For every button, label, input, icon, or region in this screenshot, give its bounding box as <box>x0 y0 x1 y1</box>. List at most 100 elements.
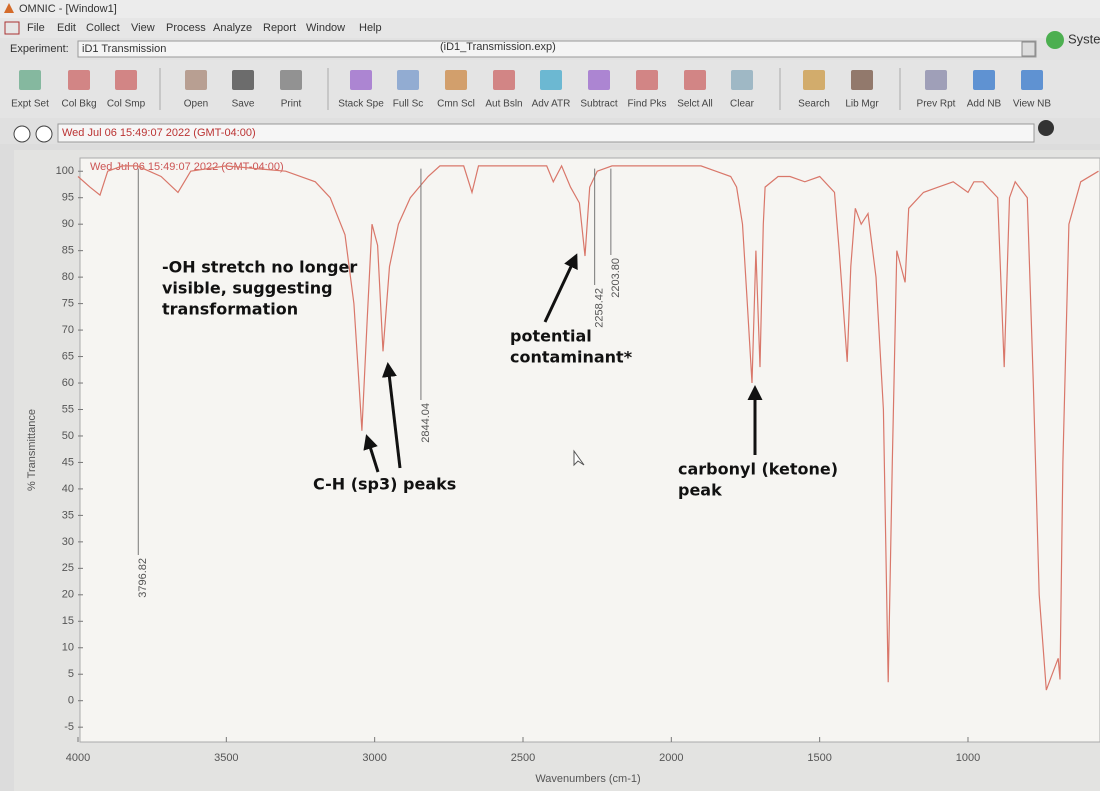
toolbar-icon[interactable] <box>851 70 873 90</box>
toolbar-label[interactable]: Col Smp <box>107 99 146 110</box>
menu-bar <box>0 18 1100 38</box>
toolbar-label[interactable]: Cmn Scl <box>437 99 475 110</box>
toolbar-label[interactable]: Print <box>281 99 302 110</box>
toolbar-icon[interactable] <box>731 70 753 90</box>
toolbar-icon[interactable] <box>973 70 995 90</box>
expand-button[interactable] <box>1038 120 1054 136</box>
x-tick-label: 4000 <box>66 752 90 764</box>
spectrum-line <box>77 164 1099 691</box>
toolbar-label[interactable]: Expt Set <box>11 99 49 110</box>
system-icon[interactable] <box>1046 31 1064 49</box>
experiment-value: iD1 Transmission <box>82 43 166 55</box>
y-tick-label: 65 <box>62 350 74 362</box>
annotation: -OH stretch no longer <box>162 258 357 277</box>
menu-item[interactable]: Edit <box>57 22 76 34</box>
toolbar-icon[interactable] <box>397 70 419 90</box>
menu-item[interactable]: Report <box>263 22 296 34</box>
toolbar-label[interactable]: Add NB <box>967 99 1002 110</box>
y-tick-label: 40 <box>62 483 74 495</box>
toolbar-label[interactable]: Stack Spe <box>338 99 384 110</box>
x-tick-label: 2000 <box>659 752 683 764</box>
toolbar-label[interactable]: Find Pks <box>628 99 667 110</box>
y-tick-label: 90 <box>62 218 74 230</box>
toolbar-label[interactable]: Search <box>798 99 830 110</box>
system-label: Syste <box>1068 31 1100 46</box>
annotation: potential <box>510 327 592 346</box>
annotation-arrow <box>363 434 380 473</box>
menu-item[interactable]: File <box>27 22 45 34</box>
toolbar-icon[interactable] <box>232 70 254 90</box>
toolbar-icon[interactable] <box>1021 70 1043 90</box>
y-tick-label: 75 <box>62 298 74 310</box>
annotation-arrow <box>381 362 402 469</box>
title-bar <box>0 0 1100 18</box>
y-tick-label: 30 <box>62 536 74 548</box>
y-tick-label: 20 <box>62 589 74 601</box>
mouse-cursor <box>573 449 585 467</box>
y-tick-label: 50 <box>62 430 74 442</box>
toolbar-label[interactable]: Selct All <box>677 99 713 110</box>
x-tick-label: 3500 <box>214 752 238 764</box>
x-tick-label: 3000 <box>362 752 386 764</box>
toolbar-label[interactable]: Prev Rpt <box>917 99 956 110</box>
y-tick-label: 10 <box>62 642 74 654</box>
toolbar-label[interactable]: Aut Bsln <box>485 99 522 110</box>
toolbar-icon[interactable] <box>185 70 207 90</box>
toolbar-icon[interactable] <box>540 70 562 90</box>
peak-label: 3796.82 <box>137 558 149 598</box>
menu-item[interactable]: Analyze <box>213 22 252 34</box>
info-field <box>57 123 1035 143</box>
y-tick-label: 60 <box>62 377 74 389</box>
toolbar-icon[interactable] <box>115 70 137 90</box>
menu-item[interactable]: Window <box>306 22 345 34</box>
experiment-file: (iD1_Transmission.exp) <box>440 41 556 53</box>
experiment-select[interactable] <box>77 40 1037 58</box>
y-tick-label: 55 <box>62 403 74 415</box>
annotation: peak <box>678 481 722 500</box>
y-tick-label: 95 <box>62 192 74 204</box>
toolbar-icon[interactable] <box>636 70 658 90</box>
toolbar-icon[interactable] <box>19 70 41 90</box>
toolbar-icon[interactable] <box>280 70 302 90</box>
toolbar-label[interactable]: Col Bkg <box>61 99 96 110</box>
peak-label: 2203.80 <box>610 258 622 298</box>
toolbar-icon[interactable] <box>684 70 706 90</box>
toolbar-icon[interactable] <box>803 70 825 90</box>
y-tick-label: 0 <box>68 695 74 707</box>
toolbar-icon[interactable] <box>445 70 467 90</box>
y-tick-label: 15 <box>62 615 74 627</box>
toolbar-label[interactable]: Lib Mgr <box>845 99 879 110</box>
annotation: visible, suggesting <box>162 279 333 298</box>
toolbar-label[interactable]: Full Sc <box>393 99 424 110</box>
x-tick-label: 1000 <box>956 752 980 764</box>
y-tick-label: 80 <box>62 271 74 283</box>
menu-item[interactable]: Process <box>166 22 206 34</box>
menu-item[interactable]: Help <box>359 22 382 34</box>
annotation: C-H (sp3) peaks <box>313 475 456 494</box>
menu-item[interactable]: Collect <box>86 22 120 34</box>
toolbar-label[interactable]: Open <box>184 99 208 110</box>
annotation: carbonyl (ketone) <box>678 460 838 479</box>
peak-label: 2844.04 <box>420 403 432 443</box>
plot-area <box>79 157 1100 743</box>
toolbar-icon[interactable] <box>350 70 372 90</box>
y-tick-label: 5 <box>68 668 74 680</box>
y-tick-label: 45 <box>62 456 74 468</box>
toolbar-icon[interactable] <box>925 70 947 90</box>
info-button[interactable] <box>35 125 53 143</box>
toolbar-icon[interactable] <box>588 70 610 90</box>
annotation: contaminant* <box>510 348 633 367</box>
toolbar-label[interactable]: Adv ATR <box>532 99 571 110</box>
toolbar-label[interactable]: View NB <box>1013 99 1051 110</box>
toolbar-label[interactable]: Clear <box>730 99 755 110</box>
menu-item[interactable]: View <box>131 22 155 34</box>
toolbar-label[interactable]: Subtract <box>580 99 617 110</box>
dropdown-button[interactable] <box>1021 41 1036 57</box>
annotation-arrow <box>543 253 578 323</box>
info-button[interactable] <box>13 125 31 143</box>
toolbar-icon[interactable] <box>493 70 515 90</box>
toolbar-label[interactable]: Save <box>232 99 255 110</box>
x-axis-label: Wavenumbers (cm-1) <box>535 773 640 785</box>
y-tick-label: 35 <box>62 509 74 521</box>
toolbar-icon[interactable] <box>68 70 90 90</box>
